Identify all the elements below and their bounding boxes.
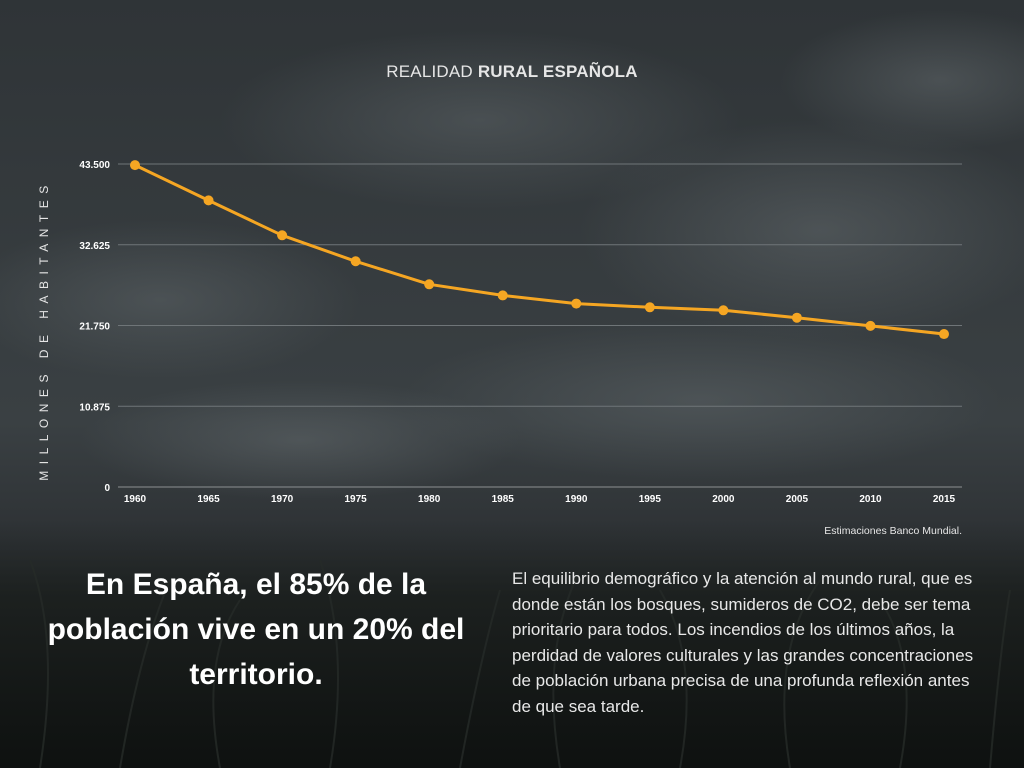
headline: En España, el 85% de la población vive e…	[47, 568, 465, 691]
chart-title: REALIDAD RURAL ESPAÑOLA	[0, 62, 1024, 82]
data-point	[350, 256, 361, 267]
y-tick-label: 10.875	[79, 402, 110, 413]
y-tick-label: 21.750	[79, 322, 110, 333]
chart-grid	[118, 163, 962, 488]
x-tick-label: 1970	[271, 494, 294, 505]
chart-source: Estimaciones Banco Mundial.	[824, 525, 962, 537]
data-point	[791, 312, 802, 323]
y-tick-labels: 0 10.875 21.750 32.625 43.500	[79, 160, 110, 494]
data-point	[130, 160, 140, 171]
x-tick-label: 1965	[197, 494, 220, 505]
body-paragraph: El equilibrio demográfico y la atención …	[512, 569, 974, 716]
x-tick-label: 1995	[639, 494, 662, 505]
chart-title-light: REALIDAD	[386, 62, 473, 81]
data-point	[497, 290, 508, 301]
x-tick-label: 1975	[345, 494, 368, 505]
y-tick-label: 32.625	[79, 241, 110, 252]
data-point	[571, 298, 582, 309]
data-point	[424, 279, 435, 290]
chart-title-bold: RURAL ESPAÑOLA	[477, 62, 638, 81]
data-point	[939, 329, 949, 340]
x-tick-label: 1960	[124, 494, 147, 505]
chart-series	[130, 160, 949, 340]
x-tick-label: 2000	[712, 494, 735, 505]
data-point	[277, 230, 288, 241]
x-tick-label: 2010	[859, 494, 882, 505]
data-point	[865, 320, 876, 331]
series-line	[134, 163, 945, 336]
y-tick-label: 43.500	[79, 160, 110, 171]
y-tick-label: 0	[104, 483, 110, 494]
x-tick-label: 2015	[933, 494, 956, 505]
data-point	[203, 195, 214, 206]
x-tick-label: 1985	[492, 494, 515, 505]
x-tick-label: 1980	[418, 494, 441, 505]
x-tick-labels: 1960 1965 1970 1975 1980 1985 1990 1995 2000 2005…	[124, 494, 956, 505]
x-tick-label: 1990	[565, 494, 588, 505]
x-tick-label: 2005	[786, 494, 809, 505]
data-point	[718, 305, 729, 316]
data-point	[644, 302, 655, 313]
